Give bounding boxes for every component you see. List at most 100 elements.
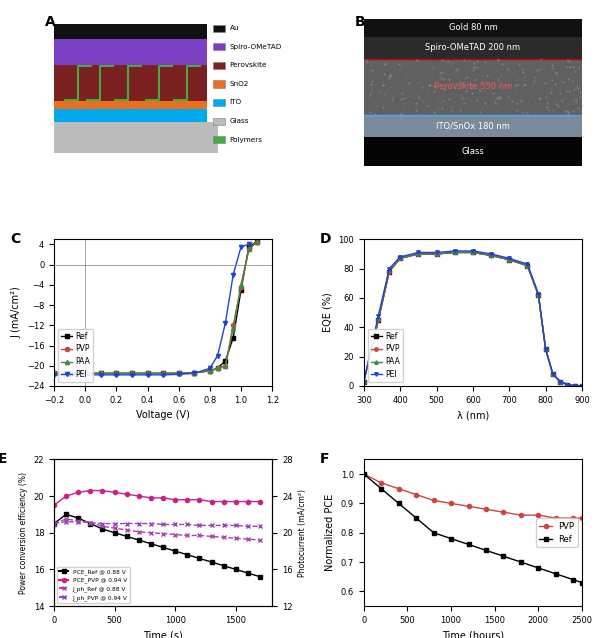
PEI — [97, 371, 104, 379]
PVP — [564, 381, 571, 389]
Ref — [415, 250, 422, 258]
PEI — [50, 371, 58, 379]
J_ph_PVP @ 0.94 V — [123, 520, 130, 528]
Line: J_ph_Ref @ 0.88 V: J_ph_Ref @ 0.88 V — [52, 517, 262, 542]
PEI — [451, 247, 458, 255]
Bar — [43, 122, 218, 152]
Line: PVP: PVP — [362, 251, 584, 388]
PVP — [238, 283, 245, 291]
Ref — [451, 249, 458, 256]
Ref — [375, 316, 382, 324]
Line: J_ph_PVP @ 0.94 V: J_ph_PVP @ 0.94 V — [52, 519, 262, 528]
J_ph_PVP @ 0.94 V — [62, 518, 70, 526]
PAA — [524, 262, 531, 269]
PEI — [557, 378, 564, 385]
PAA — [144, 369, 151, 377]
Bar — [213, 137, 225, 144]
Ref — [430, 529, 437, 537]
Ref — [542, 346, 549, 353]
PAA — [469, 249, 476, 256]
PAA — [506, 256, 513, 263]
PVP — [386, 268, 393, 276]
J_ph_Ref @ 0.88 V — [50, 520, 58, 528]
Y-axis label: J (mA/cm²): J (mA/cm²) — [11, 286, 21, 339]
PCE_PVP @ 0.94 V — [50, 501, 58, 509]
J_ph_PVP @ 0.94 V — [208, 521, 215, 529]
J_ph_Ref @ 0.88 V — [74, 517, 82, 524]
Text: Glass: Glass — [230, 118, 249, 124]
Ref — [552, 570, 559, 577]
Ref — [433, 250, 440, 258]
J_ph_Ref @ 0.88 V — [184, 531, 191, 539]
PEI — [82, 371, 89, 379]
PEI — [206, 364, 214, 372]
Ref — [535, 291, 542, 299]
Ref — [469, 249, 476, 256]
PEI — [375, 312, 382, 320]
PVP — [222, 362, 229, 369]
PCE_Ref @ 0.88 V — [196, 554, 203, 562]
Ref — [377, 485, 385, 493]
PVP — [160, 369, 167, 377]
PVP — [535, 511, 542, 519]
PVP — [128, 369, 136, 377]
PEI — [415, 249, 422, 256]
PEI — [238, 243, 245, 251]
Line: Ref: Ref — [52, 240, 259, 375]
PVP — [206, 367, 214, 375]
Bar — [364, 115, 582, 137]
Line: PEI: PEI — [362, 249, 584, 388]
J_ph_PVP @ 0.94 V — [50, 520, 58, 528]
PCE_Ref @ 0.88 V — [208, 558, 215, 566]
Text: Spiro-OMeTAD: Spiro-OMeTAD — [230, 43, 282, 50]
Bar — [213, 118, 225, 125]
PVP — [113, 369, 120, 377]
PAA — [564, 381, 571, 389]
PVP — [578, 514, 586, 522]
PAA — [238, 281, 245, 288]
PVP — [433, 250, 440, 258]
Ref — [206, 367, 214, 375]
Text: SnO2: SnO2 — [230, 81, 249, 87]
PVP — [175, 369, 182, 377]
PEI — [230, 271, 237, 279]
PAA — [397, 255, 404, 262]
PEI — [113, 371, 120, 379]
PEI — [128, 371, 136, 379]
J_ph_PVP @ 0.94 V — [184, 521, 191, 528]
PVP — [571, 382, 578, 390]
Text: E: E — [0, 452, 7, 466]
PCE_Ref @ 0.88 V — [74, 514, 82, 522]
J_ph_Ref @ 0.88 V — [172, 531, 179, 538]
Bar — [364, 59, 582, 115]
Y-axis label: Power conversion efficiency (%): Power conversion efficiency (%) — [19, 471, 28, 594]
Bar — [54, 24, 207, 39]
PCE_PVP @ 0.94 V — [172, 496, 179, 503]
PEI — [214, 352, 221, 359]
PEI — [144, 371, 151, 379]
PEI — [535, 290, 542, 297]
PEI — [487, 250, 494, 258]
PVP — [482, 505, 490, 513]
Ref — [97, 369, 104, 377]
J_ph_Ref @ 0.88 V — [135, 528, 142, 536]
J_ph_Ref @ 0.88 V — [196, 531, 203, 539]
PAA — [535, 291, 542, 299]
PCE_Ref @ 0.88 V — [62, 510, 70, 518]
J_ph_Ref @ 0.88 V — [232, 535, 239, 542]
J_ph_PVP @ 0.94 V — [244, 523, 251, 530]
Ref — [482, 547, 490, 554]
PCE_PVP @ 0.94 V — [232, 498, 239, 505]
Text: ITO/SnOx 180 nm: ITO/SnOx 180 nm — [436, 121, 510, 130]
PVP — [542, 346, 549, 353]
PVP — [524, 262, 531, 269]
PCE_PVP @ 0.94 V — [160, 494, 167, 501]
J_ph_Ref @ 0.88 V — [87, 519, 94, 526]
Ref — [487, 251, 494, 259]
PVP — [469, 249, 476, 256]
PVP — [50, 369, 58, 377]
Bar — [364, 137, 582, 166]
PCE_Ref @ 0.88 V — [172, 547, 179, 555]
Ref — [578, 579, 586, 586]
Bar — [213, 80, 225, 87]
